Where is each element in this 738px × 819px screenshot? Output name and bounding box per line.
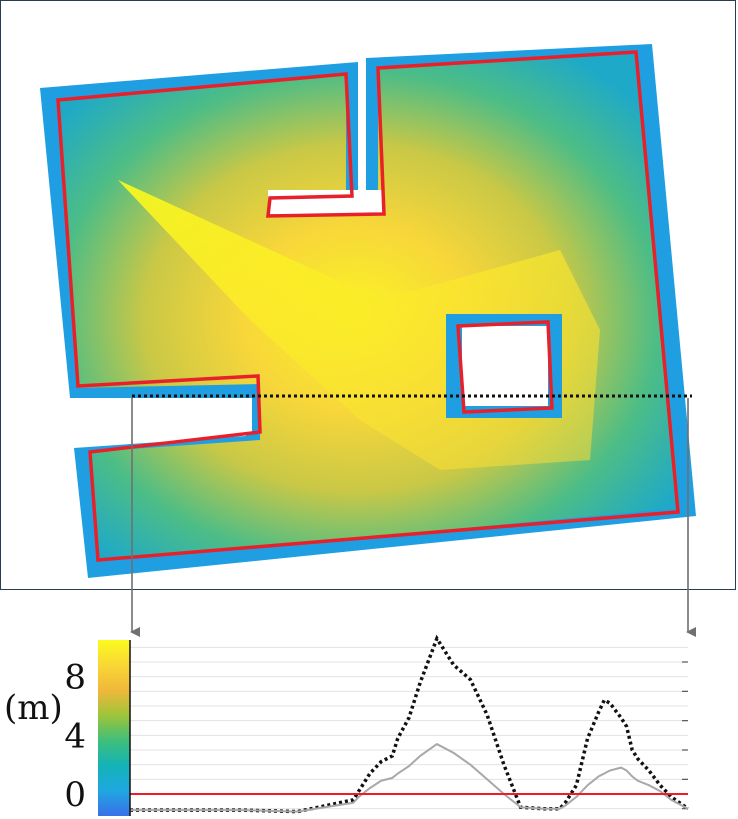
- dotted-profile-line: [130, 634, 690, 814]
- gray-profile-line: [130, 742, 689, 813]
- unit-label: (m): [4, 688, 63, 728]
- y-tick-labels: 8 4 0: [64, 658, 86, 815]
- grid-lines: [130, 646, 688, 810]
- y-tick-label: 0: [64, 775, 86, 815]
- y-tick-label: 8: [64, 658, 86, 698]
- lower-left-notch: [82, 398, 252, 444]
- y-tick-label: 4: [64, 716, 86, 756]
- obstacle-inner: [462, 326, 548, 406]
- distance-map: [40, 44, 696, 578]
- colorbar: [98, 640, 130, 816]
- profile-series: [130, 634, 690, 814]
- free-space-region: [40, 44, 696, 578]
- right-axis-ticks: [682, 661, 688, 810]
- obstacle-boundary: [456, 320, 554, 414]
